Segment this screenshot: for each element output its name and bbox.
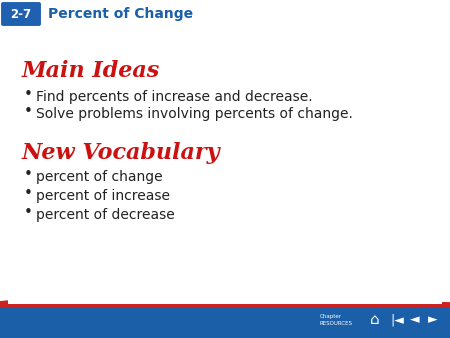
Text: 2-7: 2-7	[10, 7, 32, 21]
Text: Chapter
RESOURCES: Chapter RESOURCES	[320, 314, 353, 325]
Text: •: •	[24, 167, 33, 182]
Text: Find percents of increase and decrease.: Find percents of increase and decrease.	[36, 90, 313, 104]
Text: percent of increase: percent of increase	[36, 189, 170, 203]
Text: ⌂: ⌂	[370, 313, 380, 328]
Text: •: •	[24, 104, 33, 119]
Text: •: •	[24, 87, 33, 102]
Text: percent of decrease: percent of decrease	[36, 208, 175, 222]
Bar	[442, 31, 450, 306]
Polygon shape	[0, 0, 450, 306]
Text: Percent of Change: Percent of Change	[48, 7, 193, 21]
Bar	[0, 0, 450, 28]
Text: |◄: |◄	[390, 314, 404, 327]
Text: percent of change: percent of change	[36, 170, 162, 184]
Bar	[0, 304, 450, 307]
Text: Solve problems involving percents of change.: Solve problems involving percents of cha…	[36, 107, 353, 121]
Text: ◄: ◄	[410, 314, 420, 327]
Bar	[0, 28, 450, 31]
Text: •: •	[24, 205, 33, 220]
Text: Main Ideas: Main Ideas	[22, 60, 160, 82]
Text: New Vocabulary: New Vocabulary	[22, 142, 220, 164]
FancyBboxPatch shape	[0, 1, 42, 27]
Bar	[0, 31, 8, 306]
Text: ►: ►	[428, 314, 438, 327]
Bar	[0, 306, 450, 338]
Text: •: •	[24, 186, 33, 201]
